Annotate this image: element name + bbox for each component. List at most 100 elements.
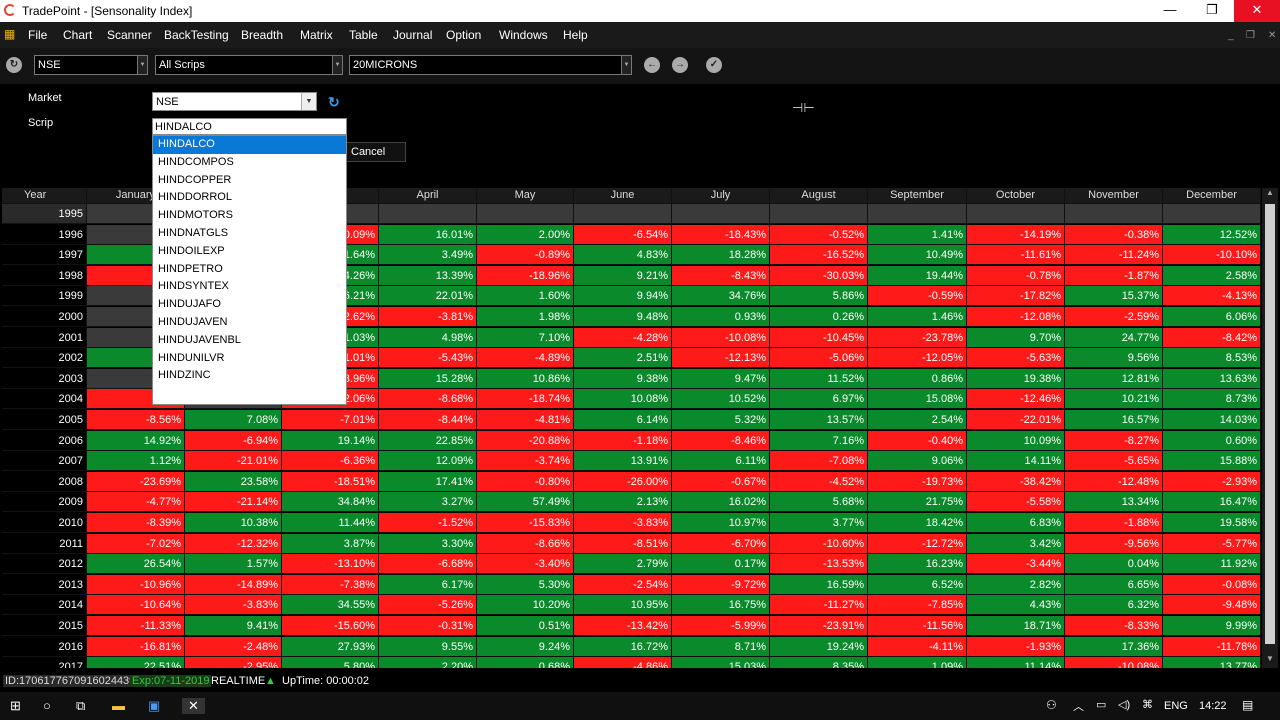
table-row[interactable]: 2007 1.12% -21.01% -6.36% 12.09% -3.74% 13.91%… (2, 451, 1262, 472)
column-header[interactable]: May (477, 188, 574, 204)
exchange-select[interactable]: NSE ▼ (34, 55, 148, 75)
table-row[interactable]: 2017 22.51% -2.95% 5.80% 2.20% 0.68% -4.86% 15.… (2, 657, 1262, 668)
people-icon[interactable]: ⚇ (1046, 698, 1057, 712)
dropdown-item[interactable]: HINDDORROL (158, 191, 232, 204)
menu-option[interactable]: Option (446, 28, 482, 42)
dropdown-item[interactable]: HINDOILEXP (158, 244, 225, 257)
mdi-close-icon[interactable]: ✕ (1268, 30, 1277, 41)
mdi-restore-icon[interactable]: ❐ (1246, 30, 1255, 41)
refresh-icon[interactable]: ↻ (6, 57, 22, 73)
active-app-icon[interactable]: ✕ (182, 698, 205, 714)
table-row[interactable]: 2010 -8.39% 10.38% 11.44% -1.52% -15.83% -3.83… (2, 513, 1262, 533)
table-row[interactable]: 2014 -10.64% -3.83% 34.55% -5.26% 10.20% 10.95… (2, 595, 1262, 616)
dropdown-item[interactable]: HINDUNILVR (158, 351, 225, 364)
reload-icon[interactable]: ↻ (328, 94, 340, 110)
previous-icon[interactable]: ← (644, 57, 660, 73)
dropdown-item[interactable]: HINDUJAVENBL (158, 333, 241, 346)
notifications-icon[interactable]: ▤ (1242, 698, 1254, 712)
minimize-button[interactable]: — (1163, 2, 1177, 17)
pin-icon[interactable]: ⊣⊢ (792, 100, 815, 115)
table-row[interactable]: 2012 26.54% 1.57% -13.10% -6.68% -3.40% 2.79% 0… (2, 554, 1262, 575)
table-row[interactable]: 2013 -10.96% -14.89% -7.38% 6.17% 5.30% -2.54%… (2, 574, 1262, 595)
market-select[interactable]: NSE ▼ (152, 92, 317, 111)
table-row[interactable]: 2015 -11.33% 9.41% -15.60% -0.31% 0.51% -13.42… (2, 616, 1262, 636)
menu-chart[interactable]: Chart (63, 28, 93, 42)
dropdown-item[interactable]: HINDUJAVEN (158, 315, 228, 328)
scrip-select[interactable]: 20MICRONS ▼ (349, 55, 632, 75)
windows-start-icon[interactable]: ⊞ (10, 698, 21, 713)
scrip-search-input[interactable]: HINDALCO (152, 118, 347, 135)
task-view-icon[interactable]: ⧉ (76, 698, 86, 713)
language-indicator[interactable]: ENG (1164, 700, 1188, 712)
scrip-group-select[interactable]: All Scrips ▼ (155, 55, 343, 75)
value-cell: -11.24% (1065, 245, 1163, 266)
dropdown-item[interactable]: HINDMOTORS (158, 209, 233, 222)
volume-icon[interactable]: ◁) (1118, 699, 1131, 711)
value-cell: -11.78% (1163, 636, 1261, 657)
dropdown-item[interactable]: HINDALCO (153, 136, 346, 154)
dropdown-item[interactable]: HINDZINC (158, 369, 211, 382)
vertical-scrollbar[interactable]: ▲ ▼ (1262, 188, 1278, 668)
table-row[interactable]: 2008 -23.69% 23.58% -18.51% 17.41% -0.80% -26.… (2, 471, 1262, 492)
value-cell: -10.60% (770, 533, 868, 554)
column-header[interactable]: October (967, 188, 1065, 204)
menu-journal[interactable]: Journal (393, 28, 433, 42)
menu-file[interactable]: File (28, 28, 48, 42)
chevron-down-icon: ▼ (137, 56, 147, 74)
table-row[interactable]: 2004-1-2.06%-8.68%-18.74%10.08%10.52%6.9… (2, 389, 1262, 410)
value-cell: -3.83% (574, 513, 672, 533)
table-row[interactable]: 2016 -16.81% -2.48% 27.93% 9.55% 9.24% 16.72% 8… (2, 636, 1262, 657)
menu-windows[interactable]: Windows (499, 28, 548, 42)
battery-icon[interactable]: ▭ (1096, 699, 1107, 711)
close-button[interactable]: ✕ (1234, 0, 1280, 22)
table-row[interactable]: 2005 -8.56% 7.08% -7.01% -8.44% -4.81% 6.14% 5.… (2, 410, 1262, 430)
menu-backtesting[interactable]: BackTesting (164, 28, 229, 42)
scrip-dropdown-list[interactable]: HINDALCO HINDCOMPOS HINDCOPPER HINDDORROL HI… (152, 135, 347, 405)
menu-matrix[interactable]: Matrix (300, 28, 333, 42)
cancel-button[interactable]: Cancel (346, 142, 406, 162)
scrollbar-thumb[interactable] (1265, 204, 1275, 644)
value-cell: 7.16% (770, 430, 868, 451)
value-cell (868, 204, 967, 224)
tray-chevron-icon[interactable]: ︿ (1073, 701, 1084, 713)
value-cell: -21.14% (185, 492, 282, 513)
clock[interactable]: 14:22 (1199, 700, 1227, 712)
value-cell: 19.58% (1163, 513, 1261, 533)
dropdown-item[interactable]: HINDCOMPOS (158, 155, 234, 168)
dropdown-item[interactable]: HINDCOPPER (158, 173, 232, 186)
dropdown-item[interactable]: HINDPETRO (158, 262, 223, 275)
column-header[interactable]: April (379, 188, 477, 204)
scroll-up-icon[interactable]: ▲ (1266, 188, 1274, 197)
tradepoint-taskbar-icon[interactable]: ▣ (148, 698, 161, 713)
search-icon[interactable]: ○ (43, 698, 51, 713)
dropdown-item[interactable]: HINDNATGLS (158, 226, 229, 239)
column-header[interactable]: August (770, 188, 868, 204)
table-row[interactable]: 2009 -4.77% -21.14% 34.84% 3.27% 57.49% 2.13% 1… (2, 492, 1262, 513)
network-icon[interactable]: ⌘ (1142, 699, 1153, 711)
app-menu-icon[interactable]: ▦ (4, 27, 16, 41)
table-row[interactable]: 1995 (2, 204, 1262, 224)
column-header[interactable]: July (672, 188, 770, 204)
file-explorer-icon[interactable]: ▬ (112, 698, 125, 713)
column-header[interactable]: September (868, 188, 967, 204)
column-header[interactable]: November (1065, 188, 1163, 204)
table-row[interactable]: 2011 -7.02% -12.32% 3.87% 3.30% -8.66% -8.51% -… (2, 533, 1262, 554)
menu-table[interactable]: Table (349, 28, 378, 42)
next-icon[interactable]: → (672, 57, 688, 73)
scroll-down-icon[interactable]: ▼ (1266, 654, 1274, 663)
menu-scanner[interactable]: Scanner (107, 28, 152, 42)
year-cell: 2004 (2, 389, 87, 410)
mdi-minimize-icon[interactable]: _ (1228, 30, 1234, 41)
column-header[interactable]: December (1163, 188, 1261, 204)
column-header[interactable]: June (574, 188, 672, 204)
menu-help[interactable]: Help (563, 28, 588, 42)
value-cell: -10.45% (770, 327, 868, 348)
column-header[interactable]: Year (2, 188, 87, 204)
dropdown-item[interactable]: HINDUJAFO (158, 298, 221, 311)
restore-button[interactable]: ❐ (1206, 2, 1218, 17)
confirm-icon[interactable]: ✓ (706, 57, 722, 73)
table-row[interactable]: 2006 14.92% -6.94% 19.14% 22.85% -20.88% -1.18… (2, 430, 1262, 451)
dropdown-item[interactable]: HINDSYNTEX (158, 280, 229, 293)
menu-breadth[interactable]: Breadth (241, 28, 284, 42)
value-cell: -26.00% (574, 471, 672, 492)
